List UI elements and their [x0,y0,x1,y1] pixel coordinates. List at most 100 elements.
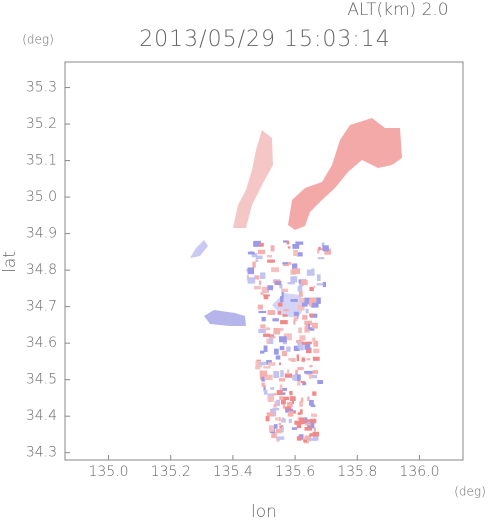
altitude-label: ALT(km) 2.0 [347,0,448,20]
echo-cell [297,304,305,311]
echo-cell [253,285,261,290]
echo-cell [310,404,316,408]
echo-cell [307,323,311,330]
echo-cell [313,340,319,347]
echo-cell [278,422,282,425]
x-unit: (deg) [454,485,486,499]
echo-cell [275,355,281,360]
echo-cell [263,294,269,300]
echo-cell [271,267,280,273]
echo-cell [306,269,315,276]
echo-cell [282,262,288,265]
echo-cell [282,404,285,409]
echo-cell [280,370,284,378]
echo-cell [267,259,275,263]
echo-cell [304,343,311,350]
echo-cell [296,354,300,362]
x-tick-label: 135.8 [337,464,377,480]
echo-cell [267,285,274,291]
echo-cell [290,276,298,283]
echo-cell [260,324,266,329]
echo-cell [273,348,279,355]
echo-cell [260,272,266,279]
echo-cell [298,327,302,334]
echo-cell [310,302,319,308]
echo-cell [320,248,324,251]
y-tick-label: 34.9 [26,226,57,242]
echo-cell [312,337,316,343]
echo-cell [292,397,295,405]
echo-cell [283,333,292,341]
echo-cell [304,427,313,431]
echo-cell [313,285,316,288]
echo-cell [309,374,318,379]
echo-cell [273,371,280,379]
echo-cell [305,347,312,354]
echo-cell [255,259,259,262]
echo-region [190,240,208,258]
echo-cell [303,439,307,443]
echo-cell [293,345,300,352]
echo-cell [251,253,258,258]
echo-cell [301,358,306,362]
echo-cell [304,370,312,374]
echo-cell [279,384,283,391]
echo-cell [297,379,301,386]
echo-cell [305,308,309,314]
echo-cell [276,399,281,407]
echo-cell [273,327,281,335]
echo-cell [266,412,275,417]
echo-cell [263,333,271,337]
echo-cell [258,310,267,314]
echo-cell [257,304,263,310]
echo-cell [313,427,316,432]
echo-cell [317,257,325,260]
echo-cell [291,427,298,430]
echo-cell [261,376,265,382]
echo-layer [190,118,402,444]
echo-cell [247,267,255,275]
echo-cell [281,288,289,293]
echo-cell [265,415,270,422]
echo-cell [288,418,292,424]
echo-cell [291,263,298,270]
echo-cell [284,373,293,378]
echo-cell [290,358,296,362]
echo-region [233,130,273,228]
echo-cell [302,314,308,320]
y-axis-label: lat [0,251,20,273]
echo-cell [263,366,271,369]
echo-cell [297,285,303,292]
echo-cell [260,292,264,295]
y-tick-label: 34.8 [26,262,57,278]
echo-cell [280,296,284,303]
echo-cell [301,342,307,345]
echo-cell [255,360,261,368]
echo-cell [324,248,332,255]
echo-cell [247,251,255,255]
echo-cell [266,360,272,365]
echo-cell [247,277,256,284]
chart-title: 2013/05/29 15:03:14 [139,27,391,52]
echo-cell [279,327,284,332]
echo-cell [307,327,315,331]
echo-cell [309,313,315,317]
echo-cell [268,336,276,339]
echo-cell [309,399,314,406]
echo-cell [297,367,304,371]
y-tick-label: 34.6 [26,335,57,351]
echo-cell [259,370,268,377]
echo-cell [279,396,284,401]
echo-cell [308,299,313,307]
echo-cell [284,406,292,410]
echo-cell [276,390,283,396]
x-tick-label: 135.2 [151,464,191,480]
y-tick-label: 34.4 [26,408,57,424]
echo-cell [307,396,310,402]
echo-cell [274,400,277,405]
y-tick-label: 34.7 [26,299,57,315]
y-tick-label: 34.3 [26,445,57,461]
echo-cell [266,338,272,344]
echo-cell [275,428,282,434]
